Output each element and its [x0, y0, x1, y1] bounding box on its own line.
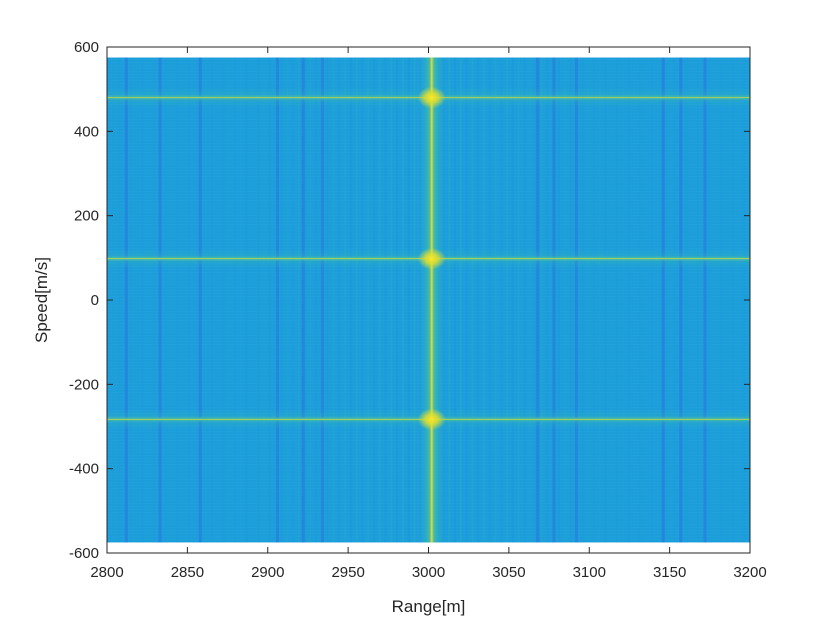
x-tick-label: 2900 — [251, 564, 284, 581]
x-tick-label: 3200 — [733, 564, 766, 581]
low-column — [552, 57, 556, 543]
x-tick-label: 2800 — [90, 564, 123, 581]
low-column — [661, 57, 665, 543]
x-tick-label: 3050 — [492, 564, 525, 581]
y-tick-label: -200 — [69, 376, 99, 393]
y-axis-label: Speed[m/s] — [32, 257, 51, 343]
low-column — [574, 57, 578, 543]
heatmap-layer — [107, 57, 750, 543]
peaks — [417, 86, 446, 431]
low-column — [301, 57, 305, 543]
low-column — [320, 57, 324, 543]
low-column — [124, 57, 128, 543]
low-column — [703, 57, 707, 543]
x-tick-label: 3150 — [653, 564, 686, 581]
y-tick-label: 200 — [74, 208, 99, 225]
peak-point — [417, 408, 446, 431]
x-tick-label: 2850 — [171, 564, 204, 581]
y-tick-label: 400 — [74, 123, 99, 140]
low-column — [158, 57, 162, 543]
ticks-layer: 2800 2850 2900 2950 3000 3050 3100 3150 3200 -600… — [69, 39, 767, 581]
x-tick-label: 3000 — [412, 564, 445, 581]
x-tick-label: 2950 — [331, 564, 364, 581]
y-tick-label: -400 — [69, 461, 99, 478]
peak-point — [417, 247, 446, 270]
x-tick-label: 3100 — [573, 564, 606, 581]
peak-point — [417, 86, 446, 109]
x-axis-label: Range[m] — [392, 597, 466, 616]
y-tick-label: -600 — [69, 545, 99, 562]
low-column — [536, 57, 540, 543]
low-column — [198, 57, 202, 543]
y-tick-label: 0 — [91, 292, 99, 309]
range-ridge — [425, 57, 438, 543]
low-column — [275, 57, 279, 543]
low-column — [679, 57, 683, 543]
low-columns — [124, 57, 707, 543]
y-tick-label: 600 — [74, 39, 99, 56]
